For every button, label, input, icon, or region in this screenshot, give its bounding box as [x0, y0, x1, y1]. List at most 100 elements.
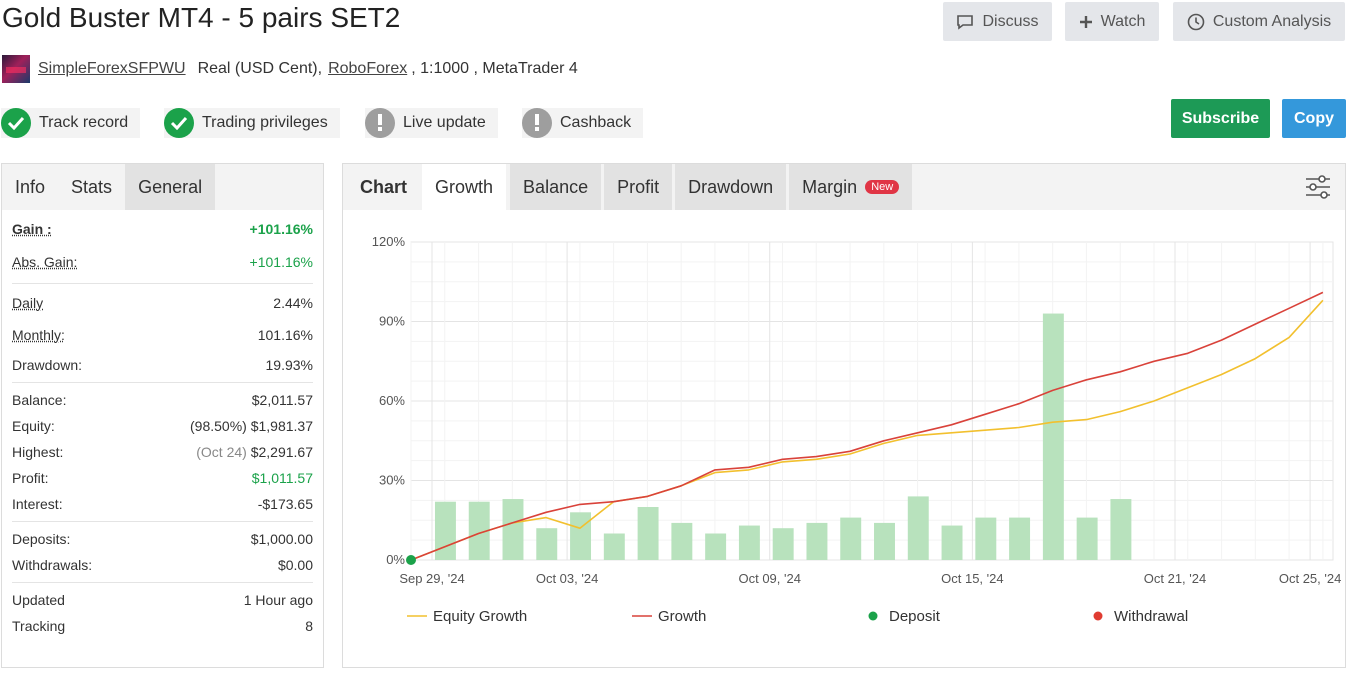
y-axis-ticks: 0% 30% 60% 90% 120% [372, 234, 406, 567]
x-tick-label: Oct 03, '24 [536, 571, 598, 586]
chart-panel: Chart Growth Balance Profit Drawdown Mar… [342, 163, 1346, 668]
user-link[interactable]: SimpleForexSFPWU [38, 60, 186, 77]
page-title: Gold Buster MT4 - 5 pairs SET2 [2, 2, 401, 33]
tab-profit[interactable]: Profit [604, 164, 673, 210]
tab-general[interactable]: General [125, 164, 216, 210]
bar [1110, 499, 1132, 560]
bar [536, 528, 558, 560]
tab-drawdown[interactable]: Drawdown [675, 164, 787, 210]
chart-lines [406, 291, 1324, 565]
bar [806, 522, 828, 560]
stat-balance: Balance: $2,011.57 [12, 392, 313, 408]
growth-chart: 0% 30% 60% 90% 120% Sep 29, '24 Oct 03, '24 Oc… [372, 234, 1342, 625]
bar [941, 525, 963, 560]
bar [1009, 517, 1031, 560]
x-tick-label: Sep 29, '24 [399, 571, 464, 586]
tab-balance[interactable]: Balance [510, 164, 602, 210]
discuss-button[interactable]: Discuss [943, 2, 1052, 41]
stat-highest: Highest: (Oct 24) $2,291.67 [12, 444, 313, 460]
tab-margin-label: Margin [802, 176, 858, 197]
stat-tracking: Tracking 8 [12, 618, 313, 634]
y-tick-label: 120% [372, 234, 406, 249]
badge-label: Trading privileges [202, 114, 328, 131]
bar [603, 533, 625, 560]
y-tick-label: 90% [379, 314, 405, 329]
stat-updated: Updated 1 Hour ago [12, 592, 313, 608]
stat-deposits: Deposits: $1,000.00 [12, 531, 313, 547]
equity-growth-line [410, 299, 1324, 561]
stat-abs-gain: Abs. Gain: +101.16% [12, 254, 313, 270]
chart-legend: Equity Growth Growth Deposit Withdrawal [407, 608, 1188, 625]
bar [874, 522, 895, 560]
stat-withdrawals: Withdrawals: $0.00 [12, 557, 313, 573]
chart-label: Chart [360, 176, 408, 197]
exclamation-icon [522, 108, 552, 138]
bar [502, 499, 524, 560]
bar [738, 525, 760, 560]
y-tick-label: 60% [379, 393, 405, 408]
check-icon [1, 108, 31, 138]
tab-stats[interactable]: Stats [71, 176, 113, 197]
growth-line [410, 291, 1324, 561]
chart-bars [434, 313, 1132, 560]
badge-cashback[interactable]: Cashback [522, 108, 644, 138]
bar [907, 496, 929, 560]
badge-label: Live update [403, 114, 486, 131]
x-tick-label: Oct 09, '24 [738, 571, 800, 586]
legend-dot-marker [868, 611, 878, 621]
subscribe-button[interactable]: Subscribe [1171, 99, 1270, 138]
watch-label: Watch [1100, 12, 1146, 30]
badge-live-update[interactable]: Live update [365, 108, 498, 138]
legend-label: Growth [658, 608, 706, 625]
badge-trading-privileges[interactable]: Trading privileges [164, 108, 340, 138]
legend-label: Deposit [889, 608, 941, 625]
stat-gain: Gain : +101.16% [12, 221, 313, 237]
check-icon [164, 108, 194, 138]
chart-grid [410, 241, 1334, 561]
copy-button[interactable]: Copy [1282, 99, 1346, 138]
bar [434, 501, 456, 560]
comment-icon [957, 14, 974, 30]
x-tick-label: Oct 15, '24 [941, 571, 1003, 586]
chart-tabs: Chart Growth Balance Profit Drawdown Mar… [343, 164, 1345, 210]
y-tick-label: 0% [386, 552, 405, 567]
account-type: Real (USD Cent), [197, 60, 323, 77]
custom-analysis-label: Custom Analysis [1212, 12, 1332, 30]
stat-daily: Daily 2.44% [12, 295, 313, 311]
stats-tabs: Info Stats General [2, 164, 323, 210]
bar [671, 522, 693, 560]
bar [1076, 517, 1098, 560]
exclamation-icon [365, 108, 395, 138]
watch-button[interactable]: Watch [1065, 2, 1159, 41]
account-info: SimpleForexSFPWU Real (USD Cent), RoboFo… [2, 54, 578, 84]
x-tick-label: Oct 25, '24 [1279, 571, 1341, 586]
stat-drawdown: Drawdown: 19.93% [12, 357, 313, 373]
badge-track-record[interactable]: Track record [1, 108, 141, 138]
account-details: , 1:1000 , MetaTrader 4 [411, 60, 578, 77]
settings-sliders-icon[interactable] [1305, 174, 1331, 200]
y-tick-label: 30% [379, 473, 405, 488]
stat-interest: Interest: -$173.65 [12, 496, 313, 512]
custom-analysis-button[interactable]: Custom Analysis [1173, 2, 1345, 41]
bar [468, 501, 490, 560]
broker-link[interactable]: RoboForex [328, 60, 408, 77]
tab-info[interactable]: Info [15, 176, 46, 197]
legend-label: Withdrawal [1114, 608, 1188, 625]
bar [637, 507, 659, 560]
stats-panel: Info Stats General Gain : +101.16% Abs. G… [1, 163, 324, 668]
deposit-point [406, 555, 416, 565]
tab-growth[interactable]: Growth [422, 164, 507, 210]
new-badge: New [865, 180, 900, 194]
clock-icon [1187, 13, 1205, 30]
x-tick-label: Oct 21, '24 [1144, 571, 1206, 586]
legend-label: Equity Growth [433, 608, 527, 625]
plus-icon [1079, 15, 1092, 28]
bar [1042, 313, 1064, 560]
legend-dot-marker [1093, 611, 1103, 621]
bar [705, 533, 727, 560]
tab-margin[interactable]: Margin New [789, 164, 913, 210]
badge-label: Track record [39, 114, 129, 131]
bar [772, 528, 794, 560]
x-axis-ticks: Sep 29, '24 Oct 03, '24 Oct 09, '24 Oct 15,… [399, 571, 1341, 586]
avatar[interactable] [2, 55, 30, 83]
